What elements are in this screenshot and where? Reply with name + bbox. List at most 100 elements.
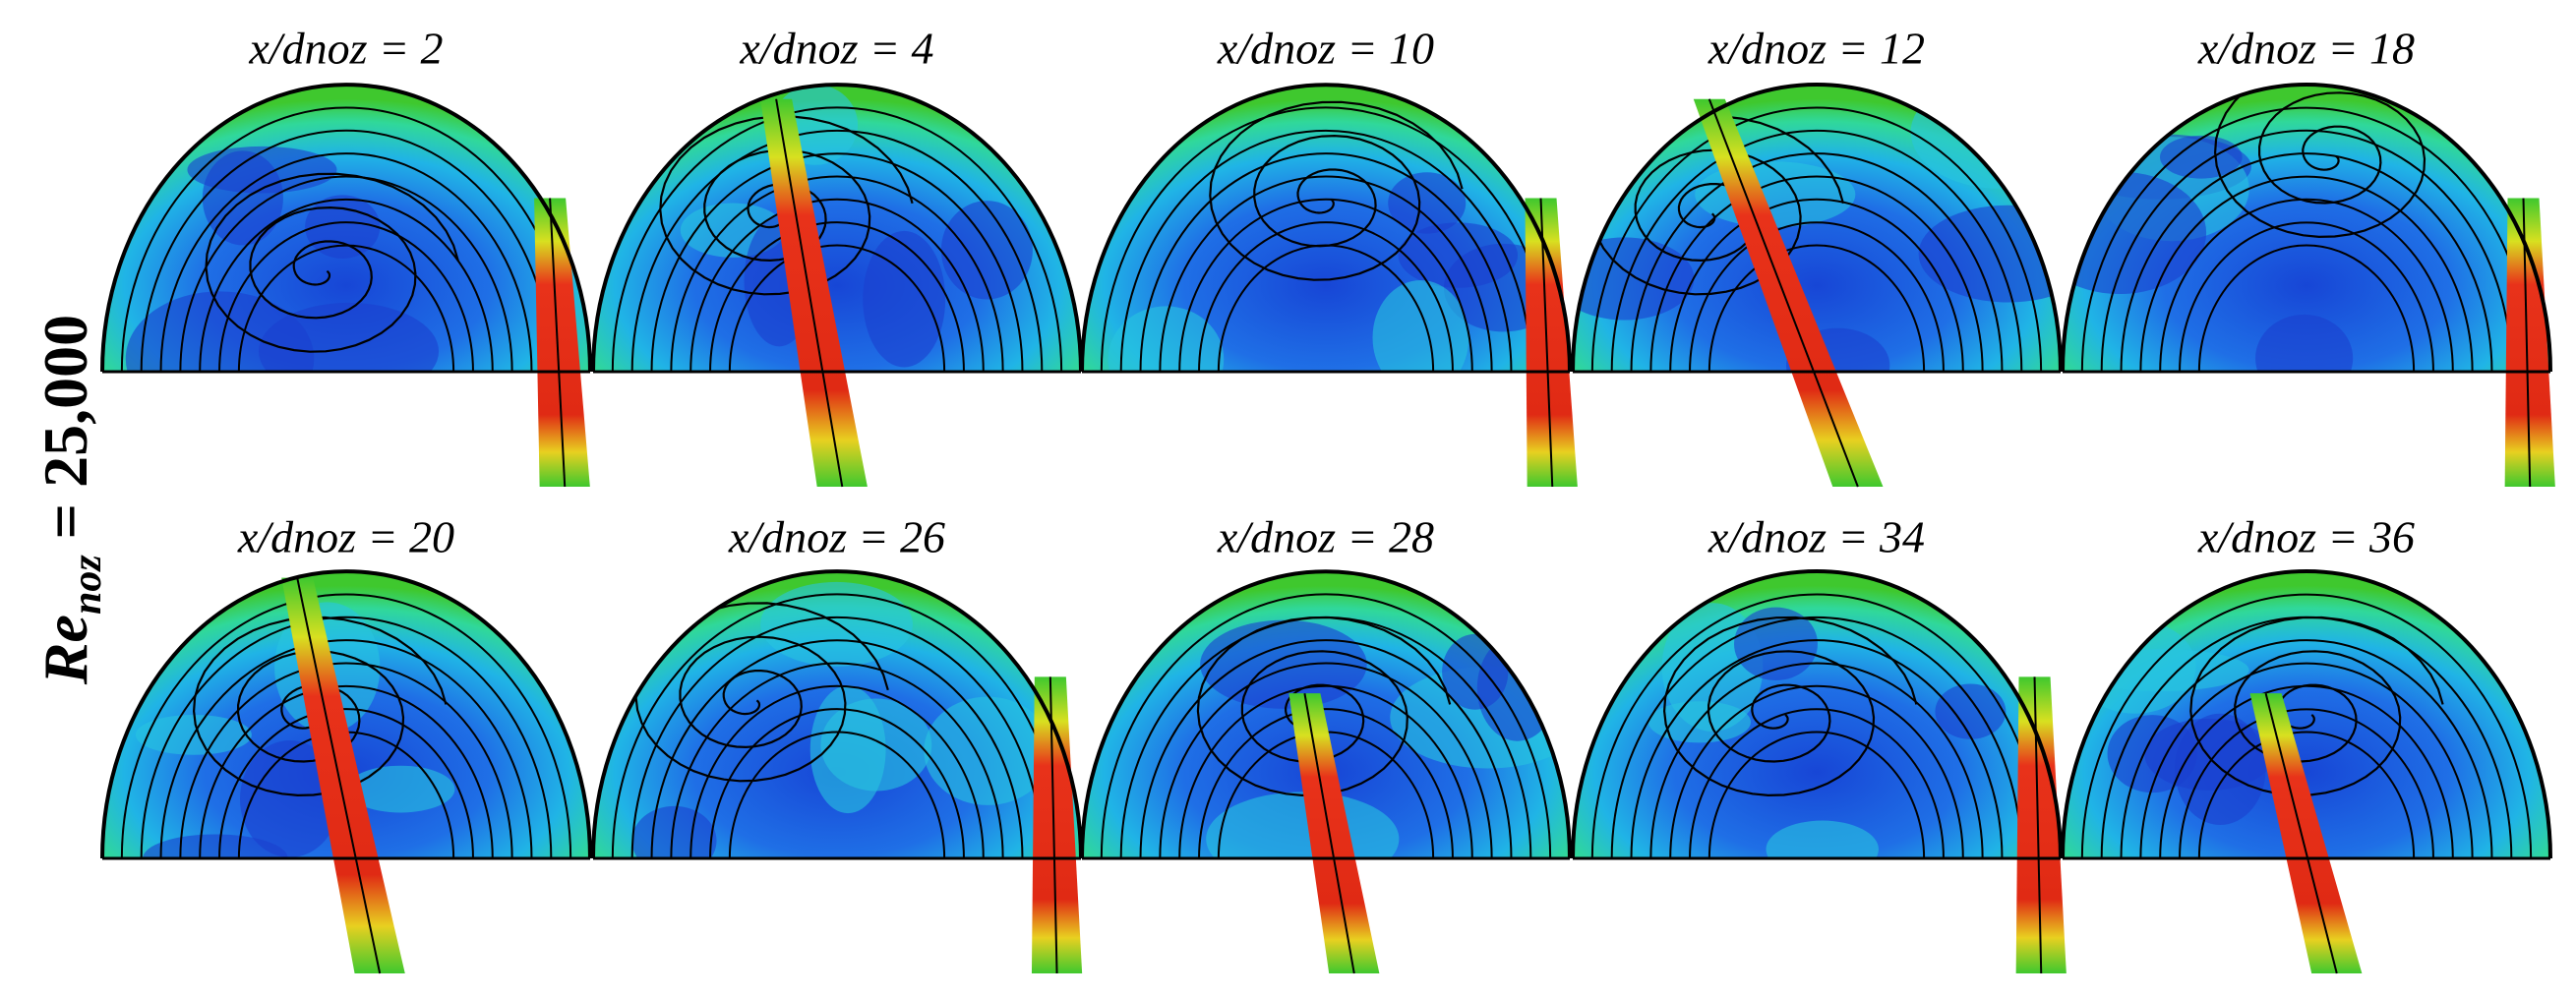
streamline bbox=[1610, 616, 2023, 858]
panel: x/dnoz = 28 bbox=[1080, 512, 1572, 974]
streamline bbox=[689, 684, 985, 858]
streamline bbox=[709, 221, 965, 372]
wall bbox=[1571, 569, 2063, 859]
wall bbox=[591, 569, 1083, 859]
streamline bbox=[1139, 152, 1513, 373]
field bbox=[1082, 85, 1570, 373]
streamline bbox=[1119, 129, 1532, 373]
streamline bbox=[1100, 106, 1552, 373]
streamline bbox=[650, 639, 1024, 858]
field bbox=[102, 85, 590, 372]
blob bbox=[1206, 792, 1400, 858]
streamline bbox=[1689, 221, 1945, 372]
panel-title: x/dnoz = 26 bbox=[728, 512, 945, 562]
streamline bbox=[728, 731, 946, 858]
domain bbox=[1082, 571, 1570, 858]
streamline bbox=[650, 152, 1024, 372]
wall bbox=[1080, 569, 1572, 859]
jet-streamline bbox=[1707, 98, 1859, 488]
jet-streamline bbox=[1303, 693, 1355, 974]
jet bbox=[1525, 198, 1578, 488]
jet bbox=[2504, 198, 2555, 488]
panel: x/dnoz = 36 bbox=[2061, 512, 2552, 974]
blob bbox=[2159, 135, 2243, 179]
streamline bbox=[140, 616, 553, 858]
streamline bbox=[1649, 175, 1984, 372]
blob bbox=[1573, 237, 1695, 321]
panel-title: x/dnoz = 36 bbox=[2197, 512, 2415, 562]
jet-streamline bbox=[2264, 692, 2338, 974]
vortex bbox=[659, 115, 914, 296]
streamline bbox=[120, 593, 572, 858]
streamline bbox=[2179, 708, 2434, 858]
streamline bbox=[140, 129, 553, 372]
jet-streamline bbox=[1048, 676, 1058, 974]
blob bbox=[2072, 649, 2249, 692]
panel-title: x/dnoz = 10 bbox=[1217, 24, 1434, 74]
streamline bbox=[689, 198, 985, 372]
blob bbox=[1766, 820, 1879, 858]
panel-title: x/dnoz = 2 bbox=[248, 24, 443, 74]
wall bbox=[2061, 83, 2552, 373]
streamline bbox=[2080, 593, 2533, 858]
domain bbox=[593, 85, 1081, 372]
blob bbox=[1372, 280, 1469, 373]
side-label-main: Re bbox=[30, 615, 100, 685]
vortex bbox=[205, 172, 459, 353]
panel: x/dnoz = 34 bbox=[1571, 512, 2067, 974]
jet-streamline bbox=[2033, 676, 2043, 974]
streamline bbox=[728, 244, 946, 372]
blob bbox=[1935, 683, 2007, 739]
jet-streamline bbox=[549, 198, 567, 488]
panel: x/dnoz = 10 bbox=[1080, 24, 1578, 488]
wall bbox=[2061, 569, 2552, 859]
blob bbox=[1388, 172, 1467, 234]
streamline bbox=[179, 662, 513, 858]
field bbox=[1573, 571, 2061, 858]
streamline bbox=[709, 708, 965, 858]
streamline bbox=[2197, 731, 2416, 858]
streamline bbox=[1630, 639, 2004, 858]
streamline bbox=[1689, 708, 1945, 858]
side-label: Renoz = 25,000 bbox=[30, 315, 110, 685]
field bbox=[2063, 571, 2550, 858]
panel-title: x/dnoz = 34 bbox=[1707, 512, 1925, 562]
streamline bbox=[1630, 152, 2004, 372]
panel: x/dnoz = 26 bbox=[591, 512, 1083, 974]
jet bbox=[1031, 676, 1083, 973]
jet-streamline bbox=[1539, 198, 1554, 488]
streamline bbox=[2139, 175, 2474, 372]
wall bbox=[1080, 83, 1572, 373]
streamline bbox=[179, 175, 513, 372]
wall bbox=[1571, 83, 2063, 373]
field bbox=[2063, 85, 2550, 372]
panel: x/dnoz = 2 bbox=[100, 24, 592, 488]
vortex bbox=[1196, 616, 1452, 797]
streamline bbox=[1139, 639, 1513, 858]
jet bbox=[281, 577, 405, 973]
panel: x/dnoz = 4 bbox=[591, 24, 1083, 488]
streamline bbox=[1649, 662, 1984, 858]
streamline bbox=[218, 221, 474, 372]
streamline bbox=[1100, 593, 1552, 858]
streamline bbox=[159, 639, 533, 858]
field bbox=[593, 571, 1081, 858]
streamline bbox=[199, 198, 494, 372]
streamline bbox=[2139, 662, 2474, 858]
panel: x/dnoz = 18 bbox=[2061, 24, 2555, 488]
jet bbox=[1693, 98, 1884, 488]
streamline bbox=[1707, 731, 1926, 858]
jet bbox=[534, 198, 590, 488]
streamline bbox=[1198, 708, 1454, 858]
streamline bbox=[1610, 129, 2023, 372]
streamline bbox=[2120, 639, 2493, 858]
blob bbox=[1734, 607, 1818, 681]
side-label-rest: = 25,000 bbox=[30, 315, 100, 555]
vortex bbox=[192, 616, 448, 797]
streamline bbox=[1159, 175, 1493, 373]
streamline bbox=[1159, 662, 1493, 858]
panel-title: x/dnoz = 28 bbox=[1217, 512, 1434, 562]
streamline bbox=[1178, 198, 1473, 373]
streamline bbox=[218, 708, 474, 858]
